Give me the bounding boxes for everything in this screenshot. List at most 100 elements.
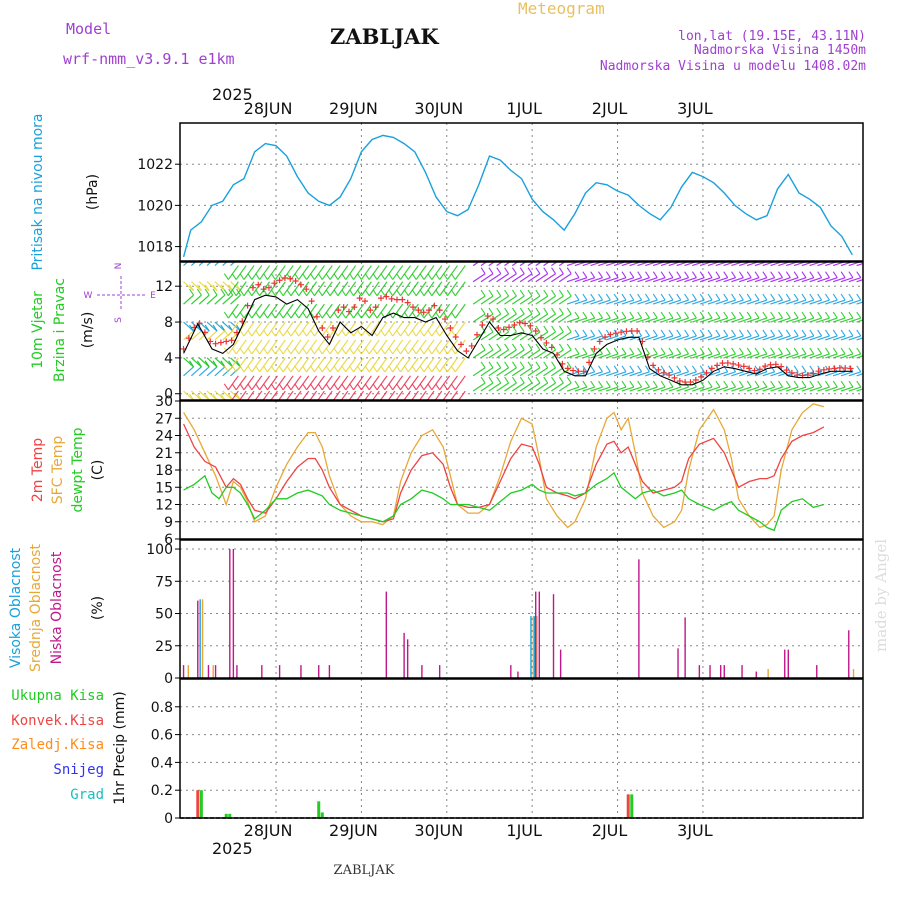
wind-barb-flag <box>223 383 229 391</box>
wind-barb-flag <box>551 267 557 275</box>
wind-barb <box>527 349 541 359</box>
wind-barb-flag <box>676 347 682 355</box>
wind-barb-flag <box>511 343 517 351</box>
wind-barb <box>762 317 775 323</box>
wind-barb <box>321 375 333 391</box>
wind-barb-flag <box>349 273 355 280</box>
wind-barb <box>415 265 427 280</box>
gust-marker <box>415 307 422 314</box>
wind-barb <box>754 299 768 305</box>
wind-barb-flag <box>684 347 690 355</box>
wind-barb-flag <box>278 273 284 280</box>
wind-barb <box>480 295 494 305</box>
wind-barb <box>652 317 666 323</box>
wind-barb <box>511 273 525 283</box>
wind-barb-flag <box>645 329 650 337</box>
wind-barb-flag <box>317 311 323 319</box>
gust-marker <box>586 359 593 366</box>
wind-barb-flag <box>785 271 791 279</box>
wind-barb <box>222 390 234 400</box>
wind-barb <box>266 281 278 297</box>
gust-marker <box>575 368 582 375</box>
wind-barb-flag <box>645 347 650 355</box>
wind-barb <box>590 386 603 392</box>
station-elevation: Nadmorska Visina 1450m <box>694 43 866 58</box>
wind-barb-flag <box>801 365 807 373</box>
wind-barb <box>313 265 325 280</box>
wind-barb-flag <box>856 365 862 373</box>
wind-barb <box>598 299 611 305</box>
wind-barb-flag <box>856 347 862 355</box>
wind-barb <box>793 277 807 283</box>
wind-barb-flag <box>574 271 580 279</box>
wind-barb <box>379 390 388 400</box>
wind-barb <box>400 281 412 297</box>
wind-barb-flag <box>809 380 815 388</box>
wind-barb <box>458 390 466 400</box>
gust-marker <box>276 277 283 284</box>
wind-barb <box>598 386 611 392</box>
wind-barb-flag <box>239 383 245 391</box>
wind-barb-flag <box>668 347 674 355</box>
wind-barb <box>535 295 549 305</box>
wind-barb <box>222 294 234 305</box>
cloud-unit: (%) <box>90 596 106 620</box>
wind-barb-flag <box>778 311 783 319</box>
wind-barb <box>266 265 278 280</box>
wind-legend-e: E <box>150 291 156 301</box>
wind-barb <box>488 349 502 359</box>
wind-barb <box>832 299 846 305</box>
wind-barb-flag <box>582 329 588 337</box>
wind-barb-flag <box>411 383 417 391</box>
wind-barb-flag <box>396 365 401 373</box>
wind-barb <box>190 262 197 267</box>
wind-barb-flag <box>435 273 441 280</box>
wind-barb <box>723 353 736 359</box>
wind-barb <box>746 353 760 359</box>
wind-barb-flag <box>746 380 752 388</box>
wind-barb <box>762 299 775 305</box>
wind-barb <box>183 294 194 305</box>
wind-barb <box>423 321 435 337</box>
wind-barb <box>198 294 210 305</box>
gust-marker <box>410 304 417 311</box>
total-rain-bar <box>317 801 321 818</box>
wind-barb <box>613 386 627 392</box>
wind-barb-flag <box>388 273 394 280</box>
wind-barb-flag <box>325 289 331 297</box>
wind-barb-flag <box>691 365 697 373</box>
total-rain-bar <box>630 794 634 818</box>
wind-barb-flag <box>511 325 517 333</box>
wind-barb-flag <box>715 380 721 388</box>
gust-marker <box>687 379 694 386</box>
wind-barb <box>353 339 365 355</box>
wind-barb <box>574 317 588 323</box>
gust-marker <box>650 362 657 369</box>
wind-barb <box>668 277 681 283</box>
wind-barb-flag <box>396 347 401 355</box>
wind-barb-flag <box>691 347 697 355</box>
wind-barb <box>454 265 466 280</box>
wind-barb <box>621 353 635 359</box>
wind-barb-flag <box>856 293 862 301</box>
wind-barb <box>707 277 721 283</box>
wind-barb <box>321 357 333 373</box>
wind-barb-flag <box>699 293 705 301</box>
wind-barb-flag <box>652 271 658 279</box>
wind-barb-flag <box>496 361 502 369</box>
wind-barb-flag <box>660 311 666 319</box>
wind-barb <box>214 262 220 267</box>
wind-barb-flag <box>567 252 571 258</box>
wind-barb <box>496 382 509 392</box>
wind-barb-flag <box>645 311 650 319</box>
wind-barb <box>278 390 286 400</box>
wind-barb <box>446 339 458 355</box>
wind-barb <box>739 386 752 392</box>
temp2m-title: 2m Temp <box>30 438 46 502</box>
wind-barb <box>692 335 705 341</box>
wind-barb-flag <box>488 376 494 384</box>
wind-barb <box>692 386 705 392</box>
sfc-temp-line <box>183 403 825 529</box>
wind-barb-flag <box>380 329 386 337</box>
wind-barb-flag <box>196 288 202 296</box>
